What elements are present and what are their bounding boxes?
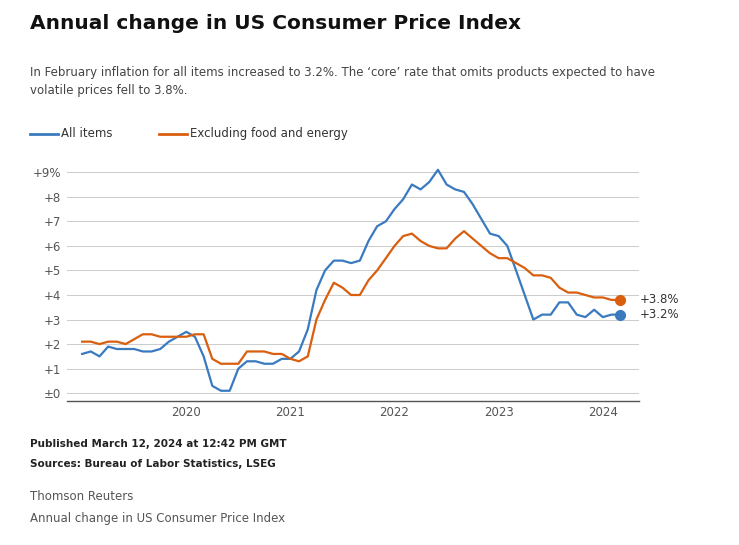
Text: In February inflation for all items increased to 3.2%. The ‘core’ rate that omit: In February inflation for all items incr… [30, 66, 655, 98]
Text: Thomson Reuters: Thomson Reuters [30, 490, 133, 504]
Text: Annual change in US Consumer Price Index: Annual change in US Consumer Price Index [30, 14, 520, 33]
Text: Sources: Bureau of Labor Statistics, LSEG: Sources: Bureau of Labor Statistics, LSE… [30, 459, 276, 469]
Text: Annual change in US Consumer Price Index: Annual change in US Consumer Price Index [30, 512, 285, 525]
Text: All items: All items [61, 127, 112, 140]
Text: +3.2%: +3.2% [640, 308, 679, 321]
Text: Excluding food and energy: Excluding food and energy [190, 127, 348, 140]
Text: Published March 12, 2024 at 12:42 PM GMT: Published March 12, 2024 at 12:42 PM GMT [30, 439, 286, 449]
Text: +3.8%: +3.8% [640, 293, 679, 306]
